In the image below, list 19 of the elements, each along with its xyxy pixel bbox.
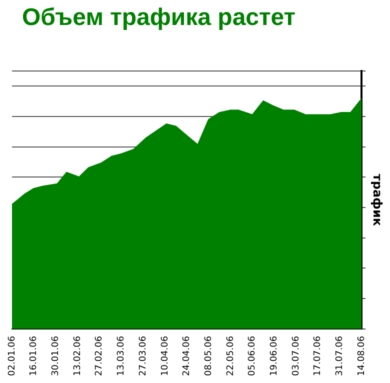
x-tick-label: 14.08.06 [356,336,367,376]
x-tick-label: 05.06.06 [248,336,258,376]
x-tick-label: 08.05.06 [204,336,214,376]
x-tick-label: 24.04.06 [182,336,192,376]
x-tick-label: 30.01.06 [51,336,62,376]
x-tick-label: 13.03.06 [116,336,127,376]
x-tick-label: 17.07.06 [313,336,324,376]
x-tick-label: 13.02.06 [72,336,83,376]
x-tick-label: 27.03.06 [138,336,148,376]
x-tick-label: 02.01.06 [7,336,18,376]
x-tick-label: 27.02.06 [94,336,105,376]
x-tick-label: 03.07.06 [291,336,302,376]
x-tick-label: 22.05.06 [226,336,236,376]
x-tick-label: 16.01.06 [29,336,40,376]
x-tick-label: 19.06.06 [270,336,280,376]
chart-title: Объем трафика растет [21,3,297,33]
x-tick-label: 31.07.06 [335,336,346,376]
y-axis-title: трафик [370,174,385,226]
x-tick-label: 10.04.06 [160,336,170,376]
